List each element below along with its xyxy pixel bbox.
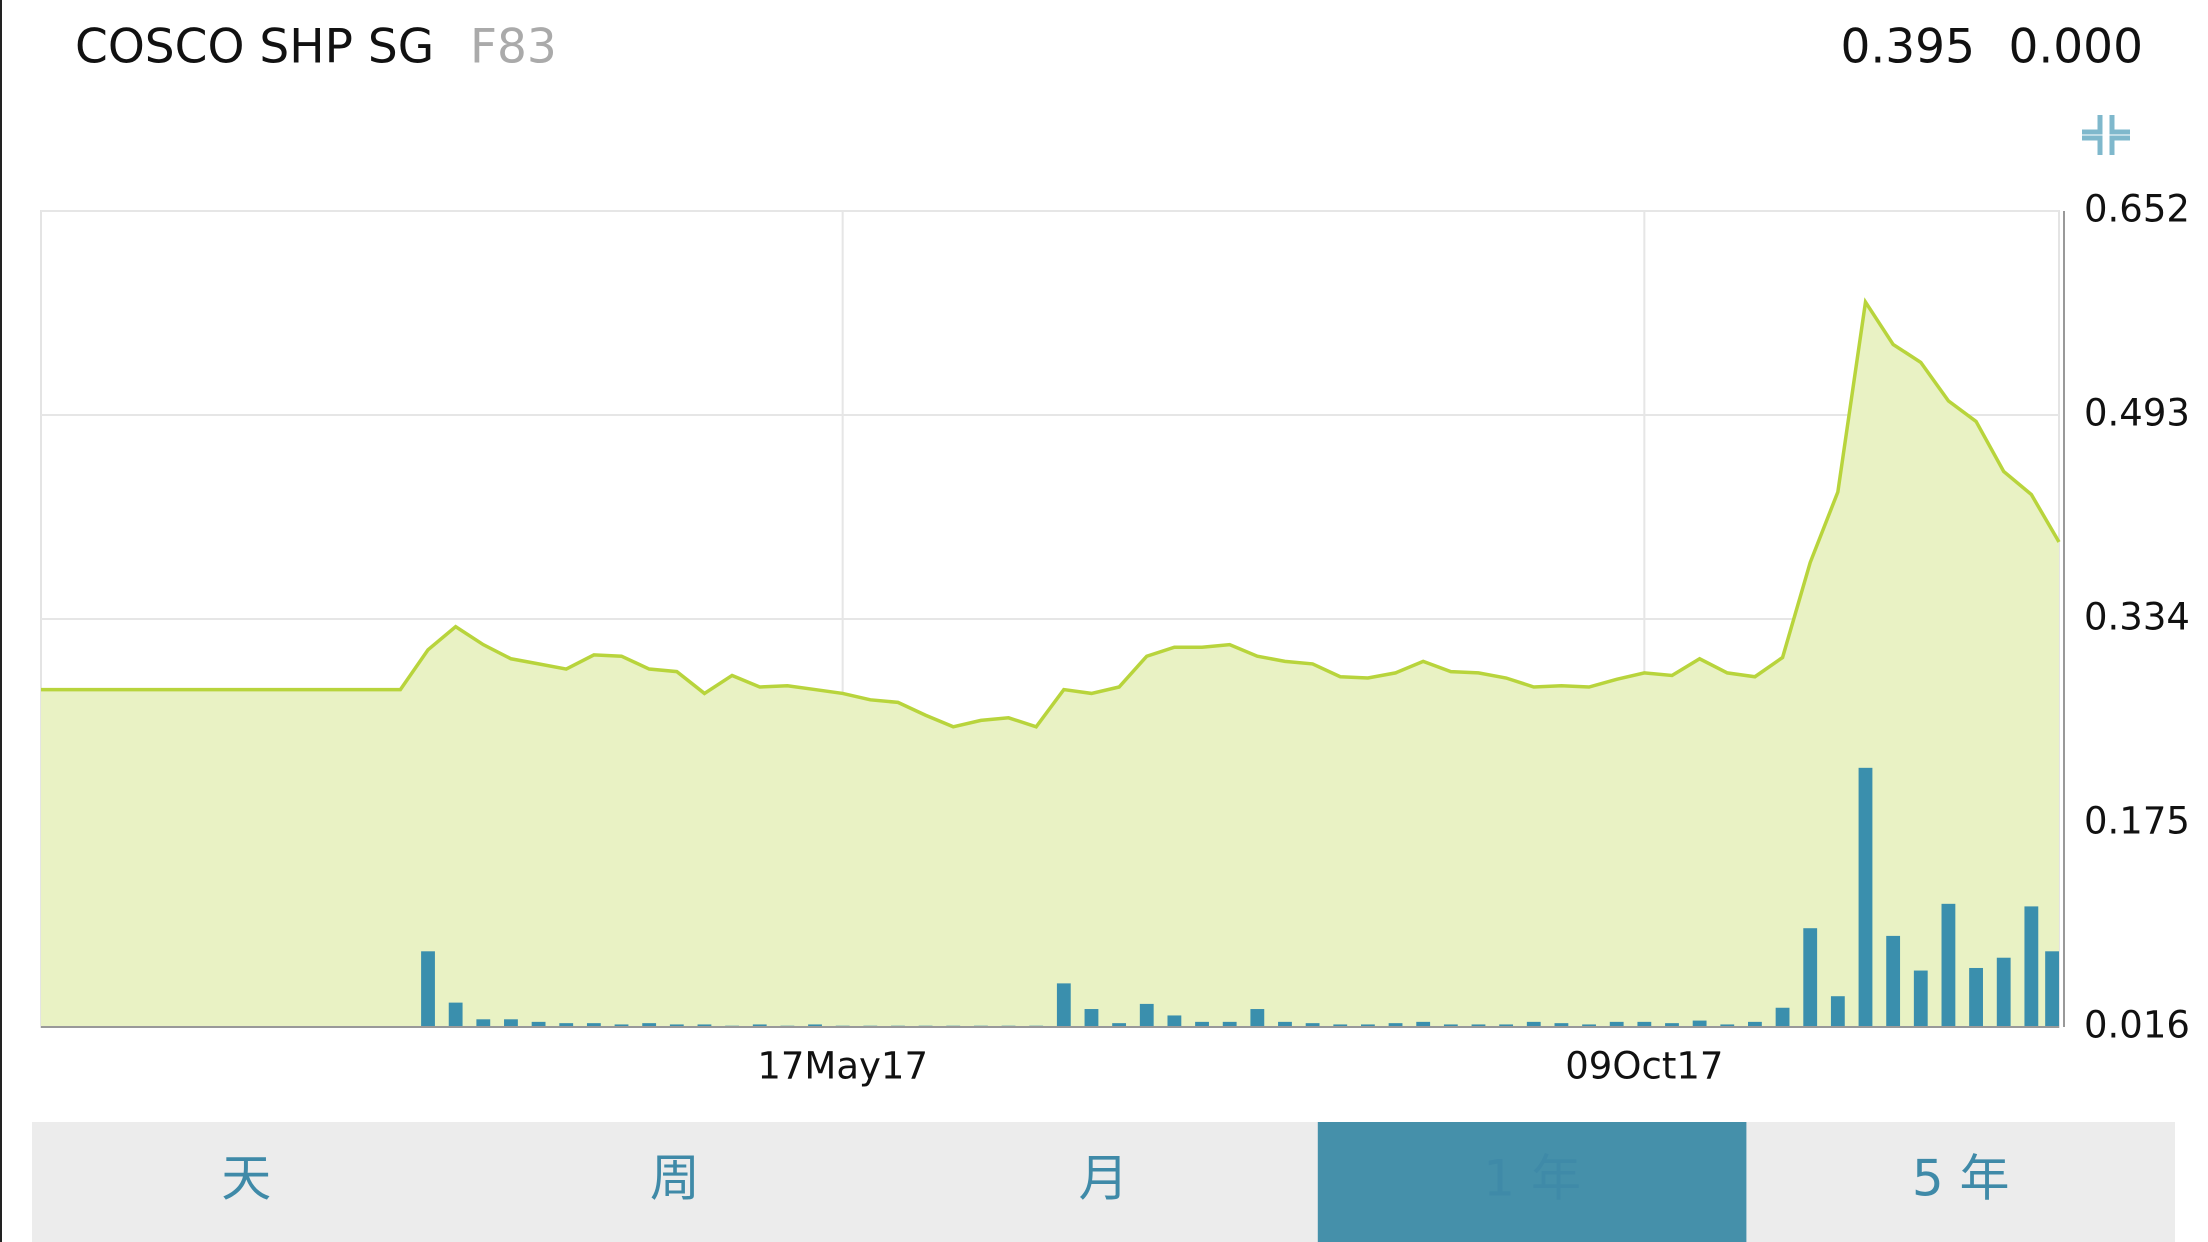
tab-bar: 天 周 月 1 年 5 年 [32, 1122, 2175, 1242]
price-line [41, 297, 2061, 729]
volume-bar [1637, 1021, 1652, 1027]
x-tick-label: 17May17 [757, 1045, 928, 1088]
volume-bar [2045, 951, 2059, 1027]
change: 0.000 [2008, 20, 2143, 75]
volume-bar [1969, 967, 1983, 1027]
volume-bar [1554, 1023, 1569, 1027]
x-tick-label: 09Oct17 [1565, 1045, 1723, 1088]
y-tick-label: 0.652 [2084, 188, 2190, 231]
volume-bar [1499, 1024, 1514, 1027]
tab-label[interactable]: 周 [650, 1150, 700, 1208]
volume-bar [1941, 903, 1956, 1027]
volume-bar [1056, 983, 1071, 1027]
volume-bar [1692, 1020, 1707, 1027]
volume-bar [1830, 996, 1845, 1027]
volume-bar [642, 1023, 657, 1027]
volume-bar [448, 1002, 463, 1027]
volume-bar [504, 1019, 518, 1027]
volume-bar [559, 1023, 574, 1027]
volume-bar [1333, 1024, 1348, 1027]
y-tick-label: 0.016 [2084, 1004, 2190, 1047]
tab-label[interactable]: 月 [1079, 1150, 1129, 1208]
y-tick-label: 0.334 [2084, 596, 2190, 639]
price: 0.395 [1840, 20, 1975, 75]
volume-bar [1305, 1023, 1320, 1027]
volume-bar [1471, 1024, 1486, 1027]
volume-bar [1167, 1015, 1182, 1027]
volume-bar [421, 951, 435, 1027]
volume-bar [1360, 1024, 1375, 1027]
volume-bar [1526, 1021, 1541, 1027]
volume-bar [614, 1024, 629, 1027]
volume-bar [1278, 1021, 1292, 1027]
volume-bar [531, 1021, 546, 1027]
volume-bar [752, 1024, 767, 1027]
stock-code: F83 [470, 20, 557, 75]
volume-bar [1665, 1023, 1679, 1027]
tab-label[interactable]: 天 [221, 1150, 271, 1208]
volume-bar [1443, 1024, 1458, 1027]
collapse-icon[interactable] [2082, 115, 2130, 155]
volume-bar [2024, 906, 2039, 1027]
tab-selected [1317, 1122, 1747, 1242]
volume-bar [1609, 1021, 1624, 1027]
volume-bar [1388, 1023, 1403, 1027]
volume-bar [1084, 1009, 1099, 1027]
volume-bar [1886, 935, 1901, 1027]
plot: 0.016 0.175 0.334 0.493 0.652 17May17 09Oct17 [40, 188, 2190, 1088]
volume-bar [1250, 1009, 1265, 1027]
tab-label[interactable]: 1 年 [1483, 1150, 1581, 1208]
volume-bar [1748, 1021, 1762, 1027]
volume-bar [669, 1024, 684, 1027]
volume-bar [1416, 1021, 1431, 1027]
tab-bar-bg [32, 1122, 2175, 1242]
volume-bar [586, 1023, 601, 1027]
volume-bar [1582, 1024, 1596, 1027]
stock-name: COSCO SHP SG [75, 20, 434, 75]
volume-bar [1858, 767, 1873, 1027]
volume-bar [1775, 1007, 1790, 1027]
volume-bar [808, 1024, 822, 1027]
volume-bar [1112, 1023, 1127, 1027]
volume-bar [1803, 928, 1818, 1027]
volume-bar [1996, 957, 2011, 1027]
volume-bar [1195, 1021, 1209, 1027]
y-tick-label: 0.493 [2084, 392, 2190, 435]
volume-bar [1222, 1021, 1237, 1027]
edge [0, 0, 2, 1242]
volume-bar [1139, 1003, 1154, 1027]
volume-bar [1913, 970, 1928, 1027]
volume-bar [697, 1024, 712, 1027]
tab-label[interactable]: 5 年 [1912, 1150, 2010, 1208]
y-tick-label: 0.175 [2084, 800, 2190, 843]
volume-bar [1720, 1024, 1735, 1027]
area [41, 302, 2059, 1027]
volume-bar [476, 1019, 491, 1027]
